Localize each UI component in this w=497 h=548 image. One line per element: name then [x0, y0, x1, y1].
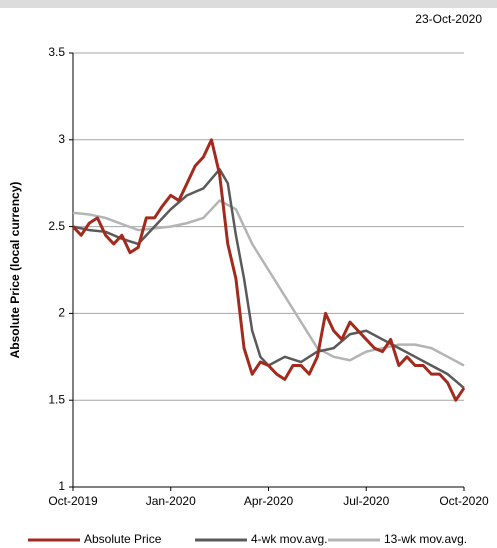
- series-line: [72, 199, 465, 367]
- x-tick-label: Oct-2019: [48, 494, 98, 508]
- y-tick-label: 1: [58, 479, 65, 493]
- legend-label: Absolute Price: [84, 532, 162, 546]
- x-tick-label: Oct-2020: [439, 494, 489, 508]
- series-line: [71, 138, 466, 402]
- y-tick-label: 2.5: [48, 219, 65, 233]
- y-tick-label: 2: [58, 306, 65, 320]
- legend-label: 4-wk mov.avg.: [251, 532, 327, 546]
- top-bar: [0, 0, 497, 8]
- y-axis-label: Absolute Price (local currency): [8, 182, 22, 359]
- legend-label: 13-wk mov.avg.: [384, 532, 467, 546]
- date-label: 23-Oct-2020: [415, 12, 482, 26]
- x-tick-label: Apr-2020: [244, 494, 294, 508]
- x-tick-label: Jul-2020: [343, 494, 389, 508]
- y-tick-label: 3.5: [48, 45, 65, 59]
- series-line: [72, 168, 465, 389]
- x-tick-label: Jan-2020: [146, 494, 196, 508]
- y-tick-label: 1.5: [48, 392, 65, 406]
- y-tick-label: 3: [58, 132, 65, 146]
